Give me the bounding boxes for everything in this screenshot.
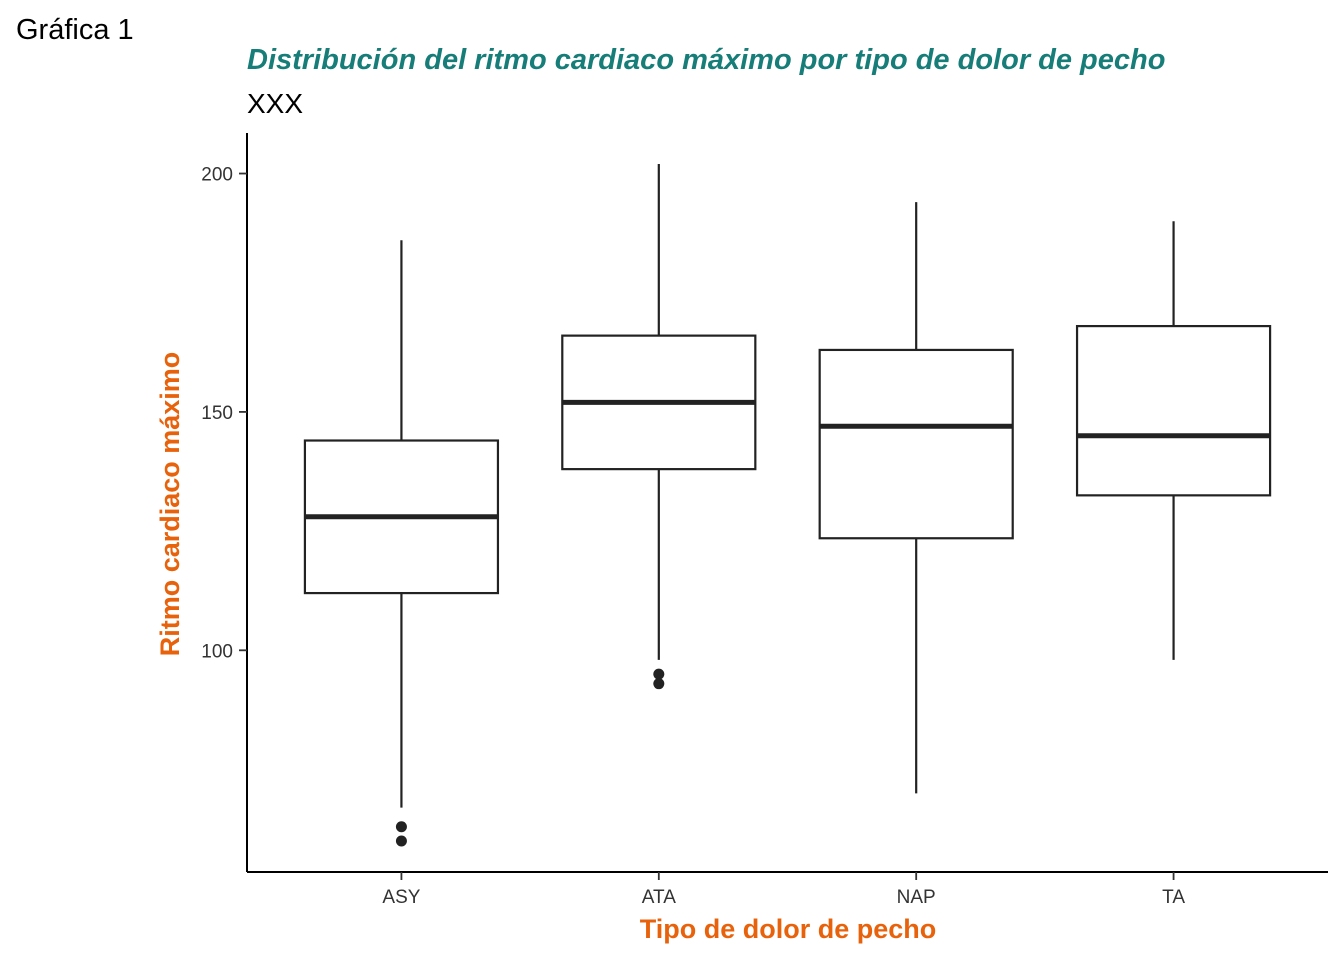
x-axis-title: Tipo de dolor de pecho [640,914,937,944]
y-tick-label: 150 [201,403,233,424]
y-axis: 100 150 200 [201,133,248,872]
y-axis-title: Ritmo cardiaco máximo [155,352,185,657]
x-tick-label: NAP [897,887,936,908]
outlier-point [395,821,407,833]
box-ta [1075,221,1272,660]
x-axis: ASY ATA NAP TA [247,871,1328,908]
boxes-layer [303,163,1272,847]
outlier-point [395,835,407,847]
outlier-point [653,668,665,680]
iqr-box [818,348,1014,540]
chart-title: Distribución del ritmo cardiaco máximo p… [247,44,1166,76]
outlier-point [653,678,665,690]
x-tick-label: ATA [642,887,676,908]
y-tick-label: 200 [201,165,233,186]
y-tick-label: 100 [201,641,233,662]
iqr-box [1075,324,1272,497]
box-nap [818,202,1014,794]
box-asy [303,240,500,847]
x-tick-label: TA [1162,887,1185,908]
chart-subtitle: XXX [247,88,304,119]
box-ata [561,163,757,690]
x-tick-label: ASY [382,887,420,908]
figure-tag: Gráfica 1 [16,14,134,46]
